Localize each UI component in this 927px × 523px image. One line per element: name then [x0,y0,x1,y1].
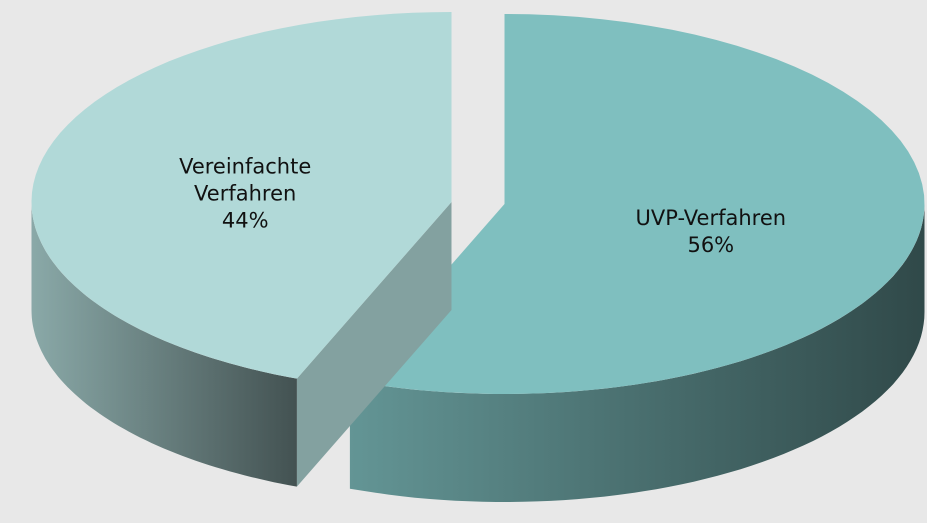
slice-label: UVP-Verfahren 56% [616,205,806,259]
slice-side [349,204,925,502]
slice [349,14,925,394]
slice [31,12,452,379]
slice-label-name: Vereinfachte Verfahren [179,154,312,206]
slice-label: Vereinfachte Verfahren 44% [150,154,340,235]
slice-label-value: 56% [687,232,735,257]
slice-side [31,202,297,487]
slice-cut-face [296,202,452,487]
slice-label-name: UVP-Verfahren [635,205,787,230]
slice-label-value: 44% [221,208,269,233]
